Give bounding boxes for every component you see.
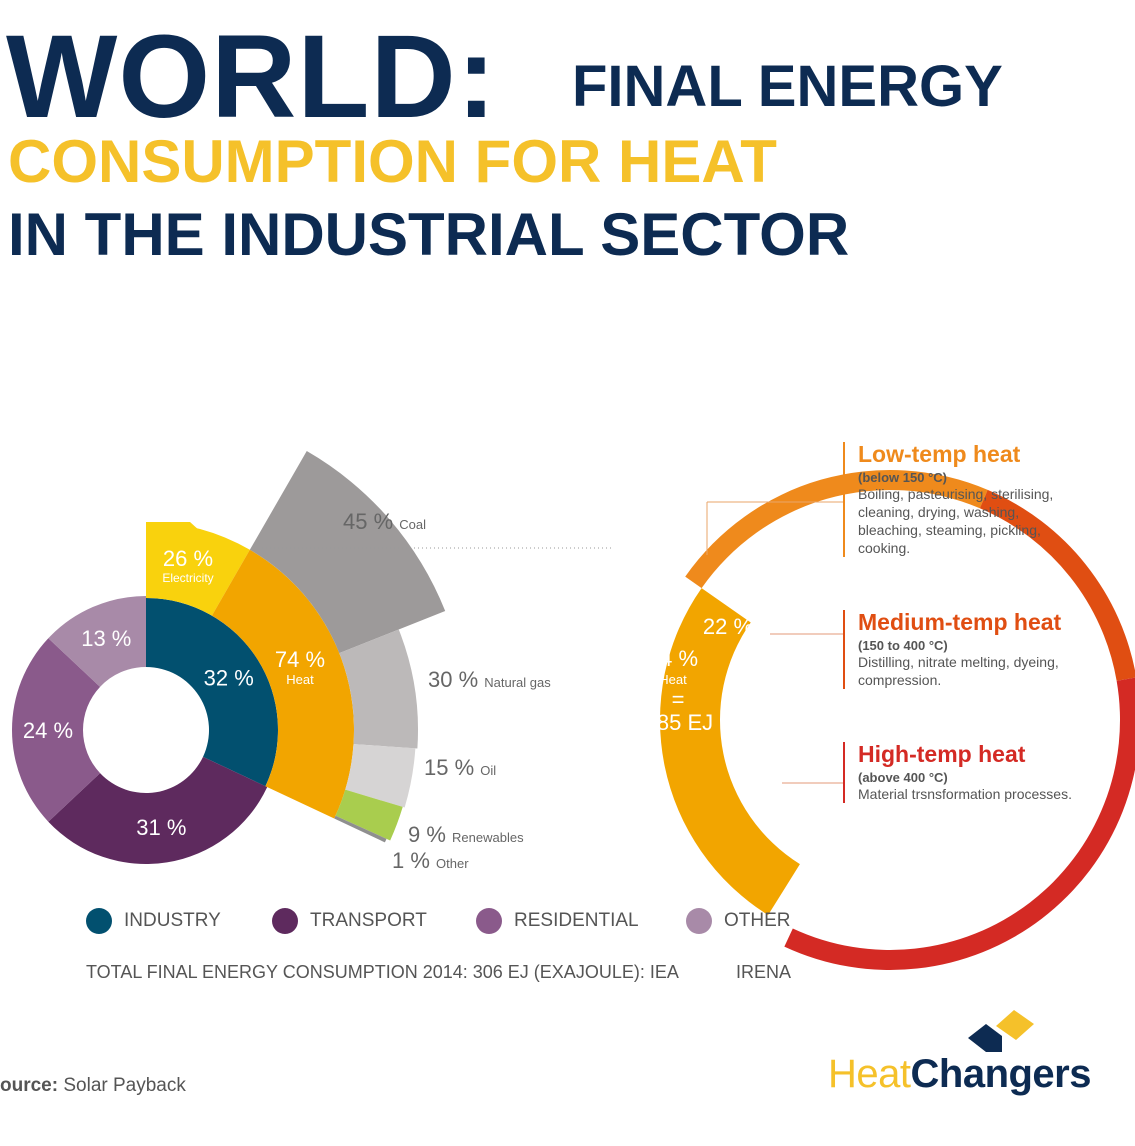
donut-slice-residential [12,638,101,822]
temp-value-low-temp-heat: 30 % [647,542,697,567]
footnote: TOTAL FINAL ENERGY CONSUMPTION 2014: 306… [86,962,679,982]
fuel-slice-other [334,815,387,843]
logo-wordmark: HeatChangers [828,1054,1091,1094]
legend-other-swatch [686,908,712,934]
logo-mark [968,1010,1034,1052]
fuel-slice-renewables [335,789,403,841]
category-medium-temp-title: Medium-temp heat [858,609,1062,635]
logo-changers: Changers [910,1052,1092,1096]
heat-sublabel: Heat [286,672,314,687]
category-medium-temp-desc: Distilling, nitrate melting, dyeing, com… [858,654,1059,689]
legend-residential-label: RESIDENTIAL [514,910,639,931]
category-low-temp: Low-temp heat (below 150 °C) Boiling, pa… [843,441,1073,558]
legend-industry: INDUSTRY [86,908,221,934]
fuel-label-oil: 15 % Oil [424,755,496,780]
industry-slice-heat [211,549,354,819]
donut-slice-industry [146,598,279,787]
electricity-sublabel: Electricity [162,571,213,585]
electricity-corner [146,522,232,598]
category-high-temp: High-temp heat (above 400 °C) Material t… [843,741,1073,804]
category-low-temp-desc: Boiling, pasteurising, sterilising, clea… [858,486,1054,557]
category-high-temp-title: High-temp heat [858,741,1026,767]
legend-other: OTHER [686,908,791,934]
legend-industry-swatch [86,908,112,934]
source-value: Solar Payback [63,1075,186,1096]
title-final-energy: FINAL ENERGY [572,54,1003,119]
right-center-eq: = [672,687,685,712]
right-heat-ring [660,588,800,916]
category-high-temp-range: (above 400 °C) [858,770,948,786]
category-low-temp-range: (below 150 °C) [858,470,947,486]
logo-yellow-shape [996,1010,1034,1040]
title-world: WORLD: [6,11,497,143]
temp-value-medium-temp-heat: 22 % [703,614,753,639]
legend-transport-swatch [272,908,298,934]
fuel-label-coal: 45 % Coal [343,509,426,534]
legend-transport: TRANSPORT [272,908,427,934]
fuel-slice-natural-gas [339,629,418,749]
legend-industry-label: INDUSTRY [124,910,221,931]
source-label: ource: [0,1075,59,1096]
fuel-label-other: 1 % Other [392,848,469,873]
electricity-value-label: 26 % [163,546,213,571]
heat-value-label: 74 % [275,647,325,672]
legend-other-label: OTHER [724,910,791,931]
donut-label-transport: 31 % [136,815,186,840]
donut-slice-transport [48,756,268,864]
donut-label-industry: 32 % [204,665,254,690]
temp-slice-medium-temp-heat [979,489,1135,681]
title-consumption: CONSUMPTION FOR HEAT [8,128,777,195]
right-center-label: Heat [659,672,687,687]
donut-label-other: 13 % [81,626,131,651]
source-line: ource: Solar Payback [0,1075,186,1097]
footnote-irena: IRENA [736,962,792,982]
temp-value-high-temp-heat: 48 % [726,734,776,759]
fuel-slice-oil [345,744,416,808]
temp-slice-high-temp-heat [784,677,1135,970]
temp-slice-low-temp-heat [685,470,988,589]
right-center-pct: 74 % [648,646,698,671]
logo-heat: Heat [828,1052,911,1096]
fuel-label-renewables: 9 % Renewables [408,822,524,847]
fuel-label-natural-gas: 30 % Natural gas [428,667,551,692]
logo-navy-shape [968,1024,1002,1052]
fuel-slice-coal [249,451,446,654]
title-industrial: IN THE INDUSTRIAL SECTOR [8,201,850,268]
category-medium-temp-range: (150 to 400 °C) [858,638,948,654]
legend-residential-swatch [476,908,502,934]
donut-label-residential: 24 % [23,718,73,743]
category-low-temp-title: Low-temp heat [858,441,1021,467]
category-medium-temp: Medium-temp heat (150 to 400 °C) Distill… [843,609,1073,690]
category-high-temp-desc: Material trsnsformation processes. [858,786,1072,803]
legend-transport-label: TRANSPORT [310,910,427,931]
right-center-ej: 85 EJ [657,710,713,735]
donut-slice-other [48,596,146,687]
legend-residential: RESIDENTIAL [476,908,639,934]
